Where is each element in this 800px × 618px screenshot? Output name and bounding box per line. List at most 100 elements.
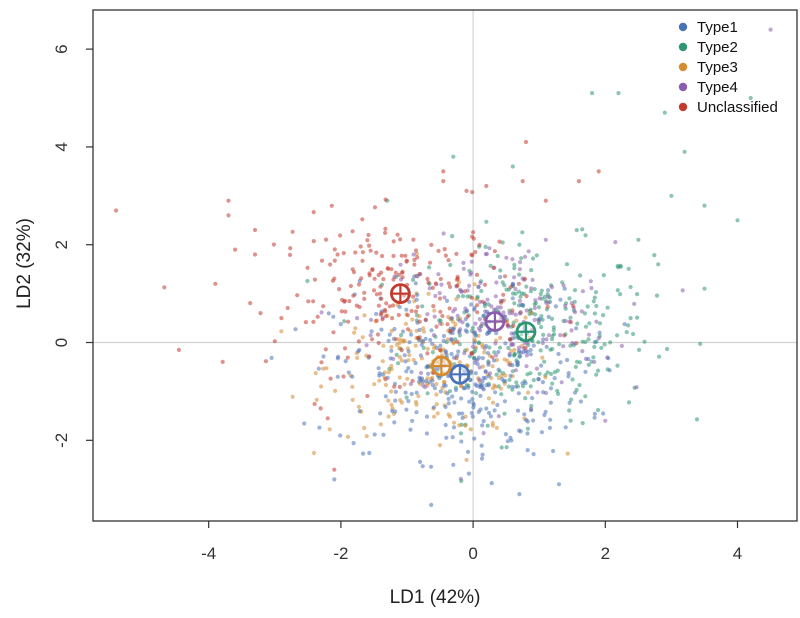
data-point — [380, 359, 385, 364]
data-point — [414, 410, 419, 415]
data-point — [416, 379, 422, 384]
data-point — [482, 350, 487, 355]
data-point — [399, 358, 404, 363]
data-point — [479, 324, 484, 329]
data-point — [461, 386, 466, 391]
data-point — [226, 198, 231, 203]
data-point — [427, 265, 432, 270]
data-point — [460, 415, 465, 420]
data-point — [393, 270, 398, 275]
data-point — [654, 293, 660, 298]
data-point — [213, 281, 218, 286]
data-point — [586, 356, 591, 362]
data-point — [404, 307, 409, 312]
data-point — [434, 402, 439, 407]
data-point — [665, 346, 670, 352]
data-point — [330, 278, 335, 283]
data-point — [580, 349, 585, 354]
centroid-marker-unclassified — [389, 283, 411, 305]
data-point — [490, 355, 495, 360]
data-point — [430, 341, 435, 346]
data-point — [586, 337, 591, 342]
data-point — [347, 299, 352, 304]
data-point — [378, 291, 383, 296]
data-point — [510, 291, 516, 296]
legend-item-type2: Type2 — [678, 39, 738, 56]
data-point — [768, 27, 773, 32]
data-point — [592, 359, 597, 364]
data-point — [512, 262, 517, 267]
data-point — [510, 164, 515, 169]
data-point — [311, 299, 316, 304]
legend-item-type3: Type3 — [678, 59, 738, 76]
data-point — [421, 383, 426, 388]
data-point — [317, 425, 322, 430]
data-point — [523, 254, 528, 259]
data-point — [456, 411, 462, 416]
data-point — [500, 377, 505, 382]
data-point — [520, 302, 525, 307]
data-point — [583, 394, 588, 399]
data-point — [338, 322, 343, 327]
data-point — [583, 369, 588, 374]
data-point — [400, 329, 406, 334]
data-point — [484, 219, 489, 224]
data-point — [397, 375, 402, 380]
data-point — [528, 347, 533, 353]
data-point — [662, 110, 667, 115]
data-point — [580, 227, 585, 232]
data-point — [362, 296, 367, 301]
data-point — [615, 263, 620, 269]
data-point — [503, 432, 508, 437]
data-point — [545, 304, 550, 309]
data-point — [480, 452, 485, 457]
data-point — [400, 269, 405, 274]
data-point — [424, 414, 430, 419]
data-point — [570, 341, 575, 346]
data-point — [512, 301, 517, 306]
data-point — [525, 372, 530, 377]
data-point — [457, 328, 462, 334]
data-point — [470, 344, 476, 349]
data-point — [460, 320, 465, 325]
data-point — [634, 385, 639, 390]
data-point — [516, 348, 522, 353]
data-point — [490, 400, 496, 405]
data-point — [529, 408, 534, 413]
data-point — [471, 405, 476, 410]
data-point — [561, 283, 566, 288]
data-point — [403, 359, 408, 364]
data-point — [496, 367, 501, 372]
data-point — [477, 242, 482, 247]
data-point — [562, 333, 567, 338]
data-point — [367, 354, 372, 359]
data-point — [602, 342, 607, 347]
data-point — [536, 305, 542, 310]
data-point — [470, 190, 475, 195]
data-point — [338, 233, 343, 238]
data-point — [438, 321, 443, 326]
data-point — [480, 342, 485, 347]
data-point — [510, 308, 515, 313]
data-point — [503, 379, 508, 384]
data-point — [494, 331, 499, 336]
data-point — [412, 257, 417, 262]
data-point — [501, 310, 506, 315]
data-point — [407, 353, 412, 358]
data-point — [313, 371, 318, 376]
data-point — [445, 391, 450, 396]
data-point — [498, 275, 503, 280]
data-point — [370, 337, 375, 342]
data-point — [586, 362, 591, 367]
data-point — [413, 309, 419, 314]
data-point — [497, 345, 503, 350]
data-point — [534, 366, 540, 371]
data-point — [488, 263, 493, 268]
data-point — [312, 277, 317, 282]
data-point — [546, 314, 551, 319]
data-point — [318, 406, 323, 411]
data-point — [506, 345, 511, 351]
legend-marker — [678, 42, 688, 52]
data-point — [420, 464, 425, 469]
data-point — [381, 277, 386, 282]
